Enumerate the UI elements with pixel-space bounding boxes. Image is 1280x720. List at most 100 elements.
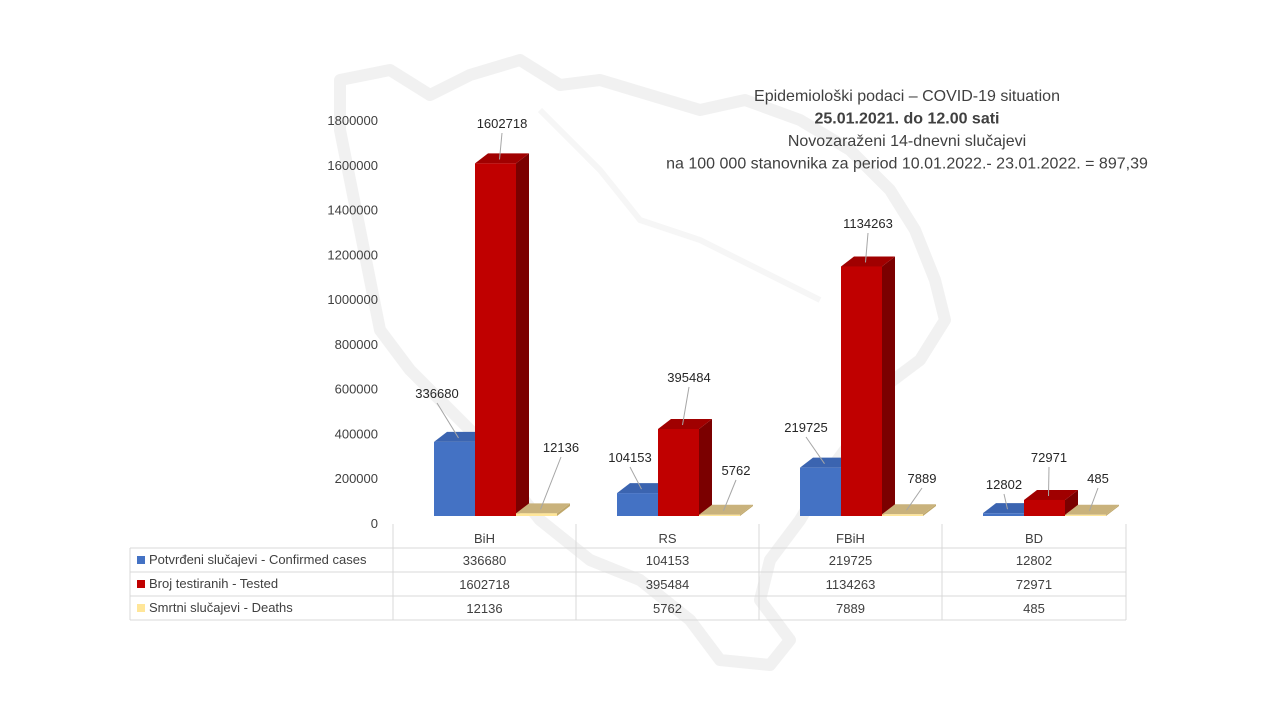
y-tick-label: 1800000 bbox=[327, 113, 378, 128]
data-label: 485 bbox=[1087, 471, 1109, 486]
data-label: 12802 bbox=[986, 477, 1022, 492]
legend-label: Potvrđeni slučajevi - Confirmed cases bbox=[149, 552, 367, 567]
bar-front-face bbox=[434, 441, 475, 516]
bars bbox=[434, 153, 1119, 516]
table-cell: 336680 bbox=[463, 553, 506, 568]
y-tick-label: 0 bbox=[371, 516, 378, 531]
table-cell: 12136 bbox=[466, 601, 502, 616]
data-label: 395484 bbox=[667, 370, 710, 385]
data-label: 5762 bbox=[722, 463, 751, 478]
data-label: 219725 bbox=[784, 420, 827, 435]
bar-top-face bbox=[434, 431, 488, 442]
legend-key bbox=[137, 604, 145, 612]
title-line-4: na 100 000 stanovnika za period 10.01.20… bbox=[666, 156, 1148, 173]
bar-side-face bbox=[1106, 504, 1119, 516]
bar-front-face bbox=[841, 266, 882, 516]
y-tick-label: 1200000 bbox=[327, 247, 378, 262]
bar-rs-series-2 bbox=[658, 418, 712, 516]
y-tick-label: 200000 bbox=[335, 471, 378, 486]
category-label: RS bbox=[658, 531, 676, 546]
bar-front-face bbox=[617, 493, 658, 516]
bar-front-face bbox=[475, 163, 516, 516]
bar-front-face bbox=[882, 514, 923, 516]
table-cell: 12802 bbox=[1016, 553, 1052, 568]
legend-key bbox=[137, 580, 145, 588]
bar-rs-series-3 bbox=[699, 504, 753, 516]
table-cell: 7889 bbox=[836, 601, 865, 616]
table-cell: 104153 bbox=[646, 553, 689, 568]
data-table: BiH RS FBiH BD Potvrđeni slučajevi - Confirm… bbox=[129, 524, 1127, 621]
data-labels: 336680 1602718 12136 104153 395484 5762 219725… bbox=[415, 116, 1109, 511]
data-label-leader bbox=[436, 402, 459, 439]
data-label-leader bbox=[629, 466, 642, 490]
bar-front-face bbox=[800, 467, 841, 516]
y-tick-label: 1600000 bbox=[327, 158, 378, 173]
table-cell: 1602718 bbox=[459, 577, 510, 592]
bar-top-face bbox=[841, 256, 895, 267]
data-label-leader bbox=[865, 232, 869, 263]
y-axis: 0 200000 400000 600000 800000 1000000 1200000 1… bbox=[327, 113, 378, 531]
bar-top-face bbox=[1024, 489, 1078, 500]
legend-label: Broj testiranih - Tested bbox=[149, 576, 278, 591]
data-label: 104153 bbox=[608, 450, 651, 465]
bar-front-face bbox=[983, 513, 1024, 516]
data-label: 12136 bbox=[543, 440, 579, 455]
bar-bd-series-2 bbox=[1024, 489, 1078, 516]
bar-side-face bbox=[923, 504, 936, 516]
bar-bih-series-2 bbox=[475, 153, 529, 516]
bar-side-face bbox=[1065, 489, 1078, 516]
bar-top-face bbox=[800, 457, 854, 468]
data-label: 1602718 bbox=[477, 116, 528, 131]
bar-side-face bbox=[740, 504, 753, 516]
bar-top-face bbox=[475, 153, 529, 164]
category-label: BD bbox=[1025, 531, 1043, 546]
chart-title: Epidemiološki podaci – COVID-19 situatio… bbox=[666, 88, 1148, 173]
data-label-leader bbox=[499, 132, 503, 160]
y-tick-label: 1400000 bbox=[327, 203, 378, 218]
bar-front-face bbox=[658, 428, 699, 516]
data-label: 1134263 bbox=[843, 216, 893, 231]
table-cell: 1134263 bbox=[826, 577, 876, 592]
data-label: 336680 bbox=[415, 386, 458, 401]
bar-front-face bbox=[1065, 514, 1106, 516]
bar-top-face bbox=[617, 483, 671, 494]
title-line-3: Novozaraženi 14-dnevni slučajevi bbox=[788, 133, 1026, 150]
bar-side-face bbox=[882, 256, 895, 516]
bar-fbih-series-2 bbox=[841, 256, 895, 516]
data-label-leader bbox=[805, 436, 825, 464]
bar-bd-series-3 bbox=[1065, 504, 1119, 516]
bar-top-face bbox=[658, 418, 712, 429]
bar-side-face bbox=[516, 153, 529, 516]
bar-side-face bbox=[699, 418, 712, 516]
legend-key bbox=[137, 556, 145, 564]
category-label: FBiH bbox=[836, 531, 865, 546]
table-cell: 219725 bbox=[829, 553, 872, 568]
bar-fbih-series-3 bbox=[882, 504, 936, 516]
data-label-leader bbox=[1003, 493, 1008, 510]
legend-label: Smrtni slučajevi - Deaths bbox=[149, 600, 293, 615]
table-cell: 72971 bbox=[1016, 577, 1052, 592]
bar-front-face bbox=[1024, 499, 1065, 516]
data-label-leader bbox=[723, 479, 737, 511]
bar-top-face bbox=[882, 504, 936, 515]
data-label-leader bbox=[1048, 466, 1050, 496]
category-label: BiH bbox=[474, 531, 495, 546]
bar-top-face bbox=[1065, 504, 1119, 515]
y-tick-label: 800000 bbox=[335, 337, 378, 352]
bar-top-face bbox=[983, 503, 1037, 514]
bar-front-face bbox=[516, 513, 557, 516]
y-tick-label: 400000 bbox=[335, 426, 378, 441]
title-line-1: Epidemiološki podaci – COVID-19 situatio… bbox=[754, 88, 1060, 105]
data-label-leader bbox=[906, 487, 923, 511]
data-label-leader bbox=[682, 386, 690, 426]
table-cell: 485 bbox=[1023, 601, 1045, 616]
data-label-leader bbox=[540, 456, 562, 510]
bar-bih-series-3 bbox=[516, 503, 570, 516]
data-label: 72971 bbox=[1031, 450, 1067, 465]
data-label-leader bbox=[1089, 487, 1099, 511]
data-label: 7889 bbox=[908, 471, 937, 486]
y-tick-label: 600000 bbox=[335, 382, 378, 397]
bar-front-face bbox=[699, 514, 740, 516]
bar-top-face bbox=[516, 503, 570, 514]
